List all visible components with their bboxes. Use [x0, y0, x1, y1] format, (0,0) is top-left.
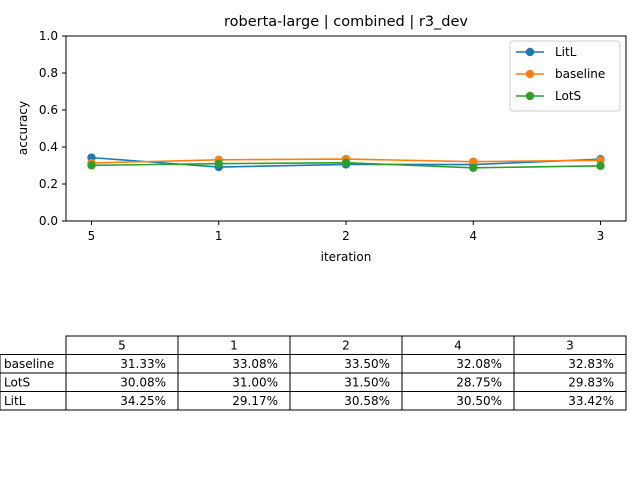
- table-cell: [513, 391, 627, 411]
- data-point-LotS: [87, 161, 96, 170]
- table-cell-value: 29.17%: [232, 394, 278, 408]
- table-cell-value: 30.58%: [344, 394, 390, 408]
- y-tick-label: 0.8: [39, 66, 58, 80]
- table-header-label: 5: [118, 339, 126, 353]
- x-tick-label: 5: [88, 229, 96, 243]
- x-tick-label: 1: [215, 229, 223, 243]
- data-point-LotS: [469, 163, 478, 173]
- table-row-label: LotS: [4, 376, 30, 390]
- table-cell-value: 31.50%: [344, 376, 390, 390]
- legend-label: baseline: [555, 67, 605, 81]
- y-tick-label: 0.2: [39, 177, 58, 191]
- data-point-LotS: [596, 161, 605, 171]
- table-header-label: 4: [454, 339, 462, 353]
- table-cell-value: 29.83%: [568, 376, 614, 390]
- data-point-LotS: [341, 158, 351, 167]
- x-tick-label: 2: [342, 229, 350, 243]
- legend-marker-LitL: [525, 47, 535, 57]
- table-cell-value: 33.08%: [232, 357, 278, 371]
- legend-marker-LotS: [525, 91, 535, 101]
- table-cell-value: 30.08%: [120, 376, 166, 390]
- data-point-LotS: [214, 159, 223, 168]
- table-cell-value: 31.33%: [120, 357, 166, 371]
- table-header-label: 2: [342, 339, 350, 353]
- table-cell-value: 31.00%: [232, 376, 278, 390]
- table-cell-value: 34.25%: [120, 394, 166, 408]
- table-header-label: 3: [566, 339, 574, 353]
- y-tick-label: 0.0: [39, 214, 58, 228]
- table-cell-value: 32.83%: [568, 357, 614, 371]
- x-axis-label: iteration: [321, 250, 372, 264]
- x-tick-label: 3: [597, 229, 605, 243]
- data-table: 5 1 2 4 3 baseline 31.33% 33.08% 33.50% 32.08% 32.…: [0, 335, 627, 411]
- table-cell-value: 30.50%: [456, 394, 502, 408]
- table-row-label: LitL: [4, 394, 26, 408]
- legend: LitL baseline LotS: [509, 40, 621, 112]
- table-cell-value: 33.42%: [568, 394, 614, 408]
- chart-title: roberta-large | combined | r3_dev: [224, 14, 468, 30]
- y-axis-label: accuracy: [16, 101, 30, 155]
- table-cell-value: 33.50%: [344, 357, 390, 371]
- x-tick-label: 4: [469, 229, 477, 243]
- y-tick-label: 0.6: [39, 103, 58, 117]
- legend-label: LotS: [555, 89, 581, 103]
- data-point-baseline: [469, 157, 478, 166]
- y-tick-label: 1.0: [39, 29, 58, 43]
- table-header-label: 1: [230, 339, 238, 353]
- plot-area: 0.0 0.2 0.4 0.6 0.8 1.0 5 1 2 4 3: [39, 29, 627, 243]
- legend-label: LitL: [555, 45, 577, 59]
- y-tick-label: 0.4: [39, 140, 58, 154]
- table-cell-value: 32.08%: [456, 357, 502, 371]
- legend-frame: [509, 40, 621, 112]
- legend-marker-baseline: [525, 69, 535, 79]
- table-row-label: baseline: [4, 357, 54, 371]
- table-cell-value: 28.75%: [456, 376, 502, 390]
